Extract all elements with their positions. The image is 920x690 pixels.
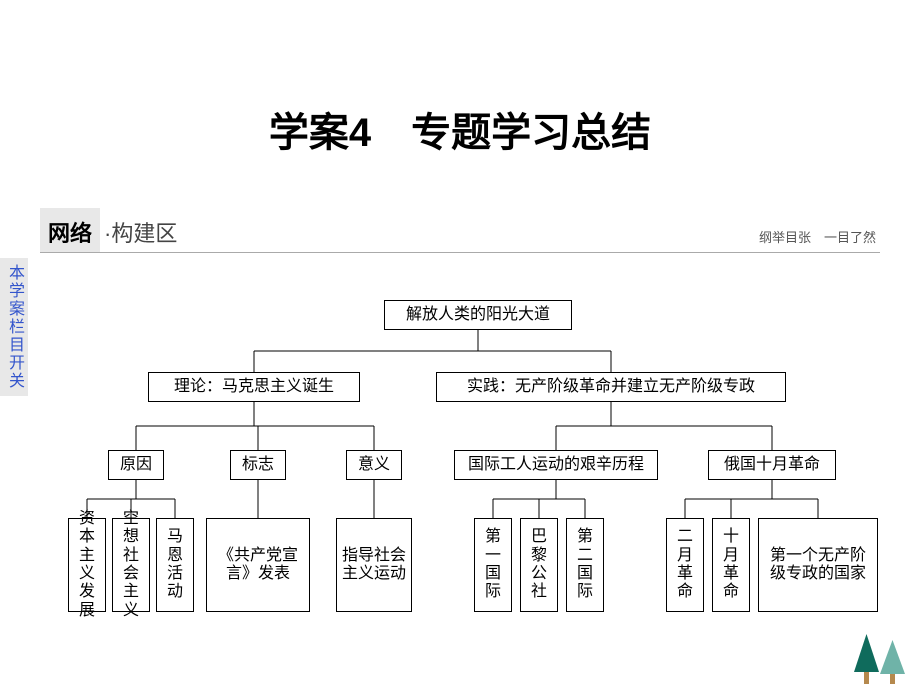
section-bar: 网络 ·构建区 纲举目张 一目了然 (40, 193, 880, 253)
section-tagline: 纲举目张 一目了然 (759, 227, 876, 246)
leaf-manifesto: 《共产党宣言》发表 (206, 518, 310, 612)
leaf-paris-commune: 巴黎公社 (520, 518, 558, 612)
section-bold: 网络 (40, 208, 100, 252)
node-root: 解放人类的阳光大道 (384, 300, 572, 330)
node-theory: 理论：马克思主义诞生 (148, 372, 360, 402)
leaf-first-proletarian-state: 第一个无产阶级专政的国家 (758, 518, 878, 612)
leaf-guide-socialism: 指导社会主义运动 (336, 518, 412, 612)
sidebar-tab[interactable]: 本学案栏目开关 (0, 258, 28, 396)
leaf-utopian: 空想社会主义 (112, 518, 150, 612)
leaf-first-intl: 第一国际 (474, 518, 512, 612)
node-meaning: 意义 (346, 450, 402, 480)
page-title: 学案4 专题学习总结 (0, 100, 920, 158)
concept-tree-diagram: 解放人类的阳光大道理论：马克思主义诞生 实践：无产阶级革命并建立无产阶级专政原因 标… (68, 290, 888, 620)
node-practice: 实践：无产阶级革命并建立无产阶级专政 (436, 372, 786, 402)
node-intl-movement: 国际工人运动的艰辛历程 (454, 450, 658, 480)
leaf-marx-engels: 马恩活动 (156, 518, 194, 612)
node-mark: 标志 (230, 450, 286, 480)
section-light: ·构建区 (100, 208, 181, 252)
leaf-capitalism: 资本主义发展 (68, 518, 106, 612)
section-label: 网络 ·构建区 (40, 208, 181, 252)
node-cause: 原因 (108, 450, 164, 480)
trees-icon (850, 632, 914, 686)
node-october-rev: 俄国十月革命 (708, 450, 836, 480)
leaf-feb-rev: 二月革命 (666, 518, 704, 612)
leaf-oct-rev: 十月革命 (712, 518, 750, 612)
leaf-second-intl: 第二国际 (566, 518, 604, 612)
title-area: 学案4 专题学习总结 (0, 0, 920, 178)
